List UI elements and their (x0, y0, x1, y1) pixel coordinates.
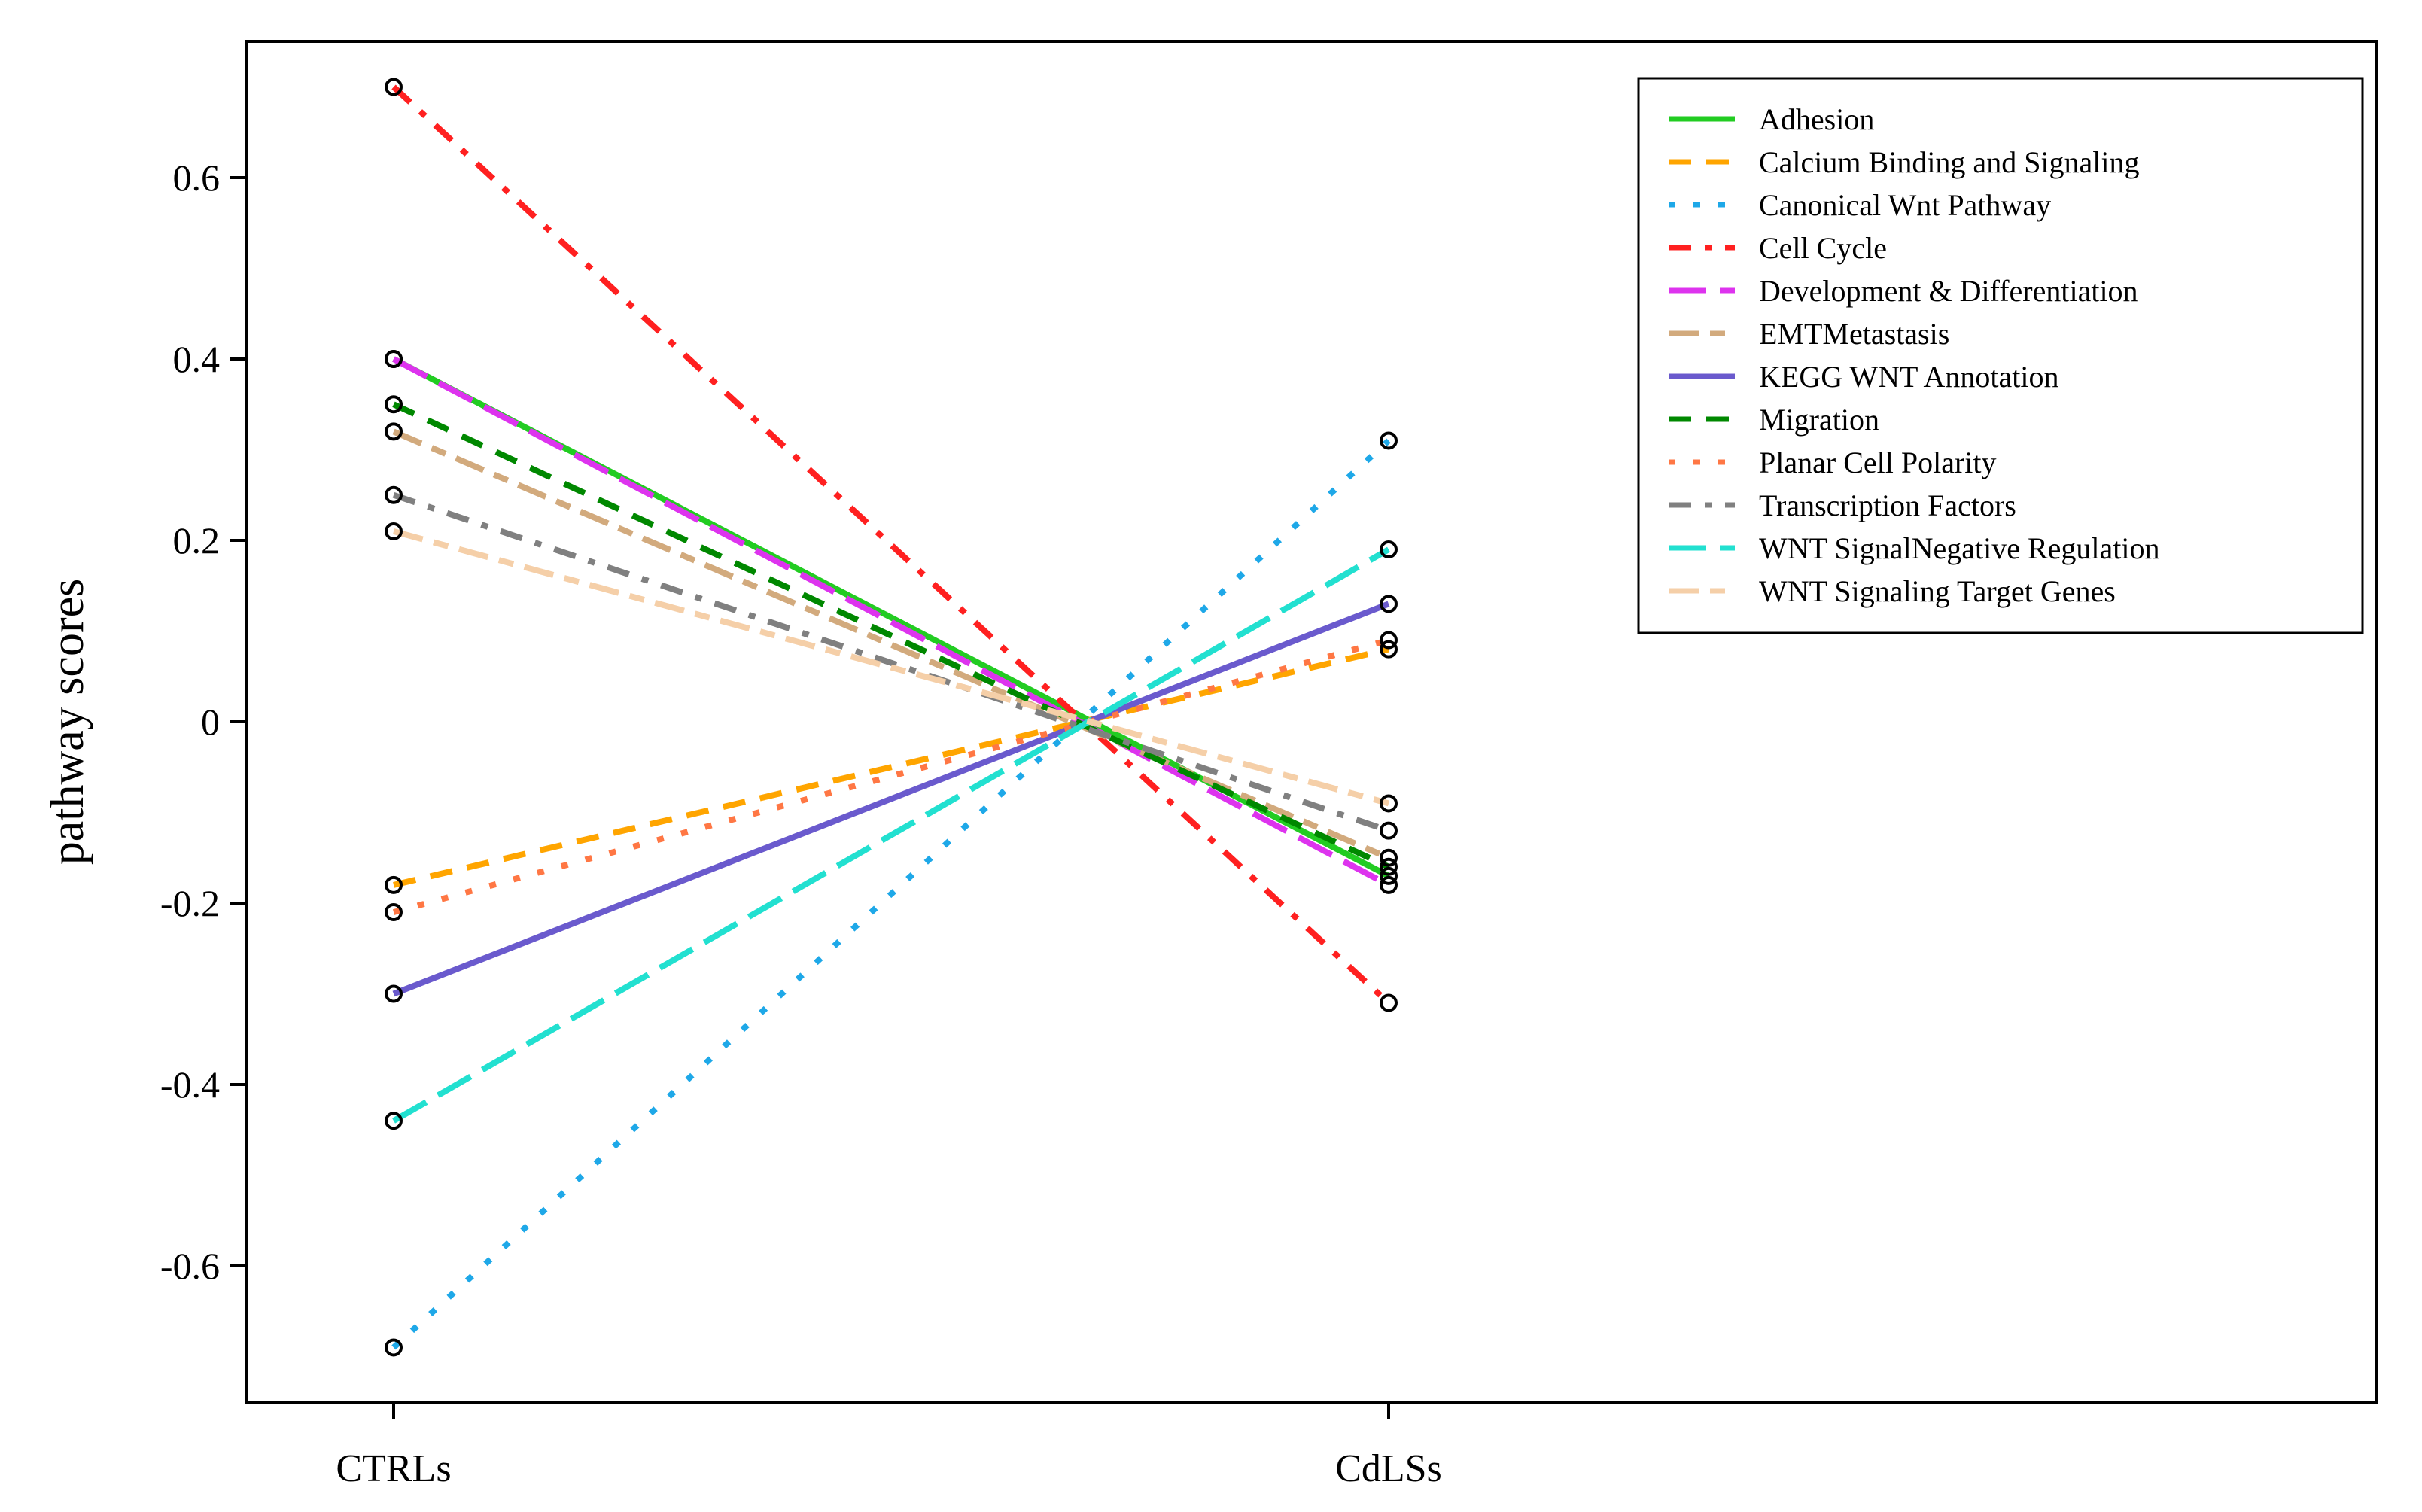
series-line-canonical-wnt-pathway (391, 438, 1391, 1350)
series-points (385, 78, 1398, 1357)
legend-label: Development & Differentiation (1759, 274, 2138, 308)
y-axis: 0.6 0.4 0.2 0 -0.2 -0.4 -0.6 (160, 157, 246, 1287)
legend-label: KEGG WNT Annotation (1759, 360, 2059, 394)
data-point-migration (1380, 857, 1398, 876)
series-line-migration (392, 401, 1390, 870)
data-point-transcription-factors (1380, 821, 1398, 840)
series-line-cell-cycle (391, 84, 1391, 1005)
data-point-canonical-wnt-pathway (385, 1338, 403, 1357)
series-line-wnt-signaling-target-genes (392, 528, 1390, 807)
legend-box (1637, 77, 2364, 634)
data-point-emtmetastasis (385, 422, 403, 441)
data-point-wnt-signaling-target-genes (385, 522, 403, 540)
y-tick-label: -0.4 (160, 1063, 220, 1106)
data-point-emtmetastasis (1380, 848, 1398, 867)
legend-label: WNT SignalNegative Regulation (1759, 531, 2159, 565)
data-point-migration (385, 395, 403, 414)
series-lines (391, 84, 1391, 1350)
series-line-wnt-signalnegative-regulation (392, 546, 1390, 1124)
data-point-cell-cycle (1380, 993, 1398, 1012)
x-tick-label: CTRLs (336, 1447, 451, 1490)
series-line-calcium-binding-and-signaling (393, 646, 1389, 888)
legend-label: Adhesion (1759, 102, 1874, 136)
data-point-cell-cycle (385, 78, 403, 96)
data-point-planar-cell-polarity (1380, 631, 1398, 650)
data-point-wnt-signalnegative-regulation (385, 1112, 403, 1130)
data-point-calcium-binding-and-signaling (1380, 640, 1398, 659)
data-point-development-differentiation (1380, 875, 1398, 894)
y-tick-label: 0.6 (173, 157, 221, 199)
y-axis-title: pathway scores (42, 579, 93, 865)
y-tick-label: 0.2 (173, 519, 221, 561)
legend-label: Transcription Factors (1759, 488, 2016, 522)
x-axis: CTRLs CdLSs (336, 1402, 1442, 1490)
x-tick-label: CdLSs (1335, 1447, 1442, 1490)
y-tick-label: -0.6 (160, 1245, 220, 1287)
legend-label: Calcium Binding and Signaling (1759, 145, 2140, 179)
series-line-planar-cell-polarity (392, 637, 1390, 915)
y-tick-label: 0.4 (173, 338, 221, 380)
data-point-calcium-binding-and-signaling (385, 875, 403, 894)
legend-label: Planar Cell Polarity (1759, 446, 1997, 479)
data-point-kegg-wnt-annotation (385, 984, 403, 1003)
legend-label: Canonical Wnt Pathway (1759, 188, 2051, 222)
data-point-transcription-factors (385, 485, 403, 504)
series-line-kegg-wnt-annotation (392, 601, 1390, 997)
legend-label: Cell Cycle (1759, 231, 1887, 265)
data-point-development-differentiation (385, 350, 403, 368)
data-point-kegg-wnt-annotation (1380, 595, 1398, 613)
data-point-canonical-wnt-pathway (1380, 431, 1398, 450)
series-line-development-differentiation (392, 356, 1390, 888)
legend-label: WNT Signaling Target Genes (1759, 574, 2116, 608)
data-point-wnt-signaling-target-genes (1380, 794, 1398, 813)
data-point-wnt-signalnegative-regulation (1380, 540, 1398, 559)
legend: Adhesion Calcium Binding and Signaling Can… (1669, 102, 2159, 608)
legend-label: EMTMetastasis (1759, 317, 1949, 351)
data-point-planar-cell-polarity (385, 903, 403, 922)
data-point-adhesion (1380, 866, 1398, 885)
series-line-emtmetastasis (392, 428, 1390, 861)
y-tick-label: -0.2 (160, 882, 220, 924)
series-line-transcription-factors (392, 491, 1390, 834)
legend-label: Migration (1759, 403, 1879, 437)
y-tick-label: 0 (201, 701, 220, 743)
